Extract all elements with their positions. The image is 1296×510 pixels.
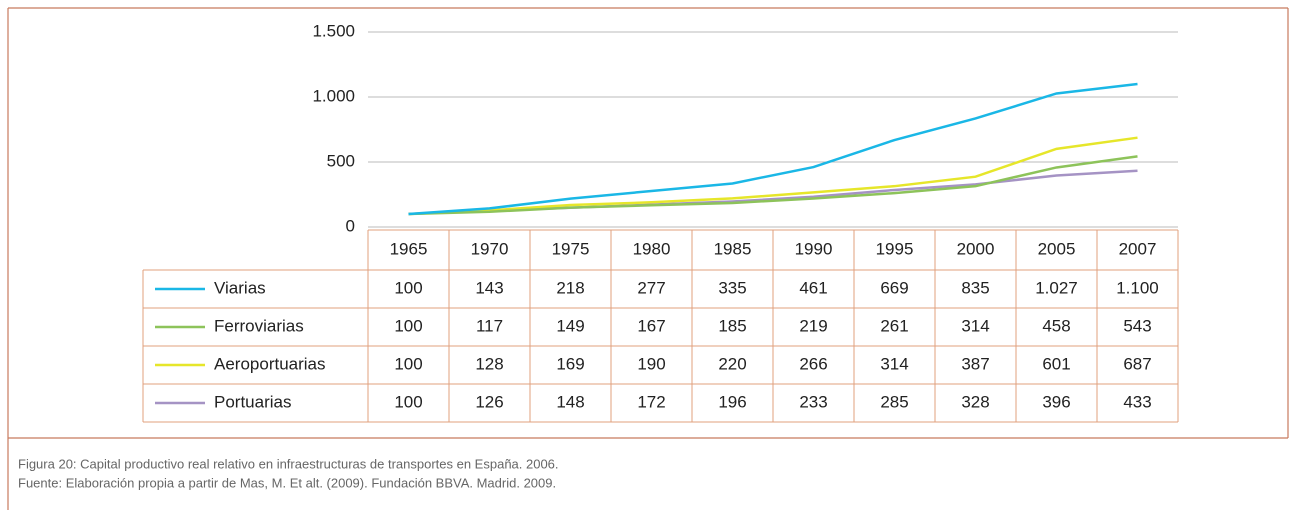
x-tick-label: 1980 xyxy=(633,239,671,258)
y-tick-label: 0 xyxy=(346,216,355,235)
table-value: 220 xyxy=(718,354,746,373)
table-value: 167 xyxy=(637,316,665,335)
table-value: 169 xyxy=(556,354,584,373)
x-tick-label: 1975 xyxy=(552,239,590,258)
table-value: 601 xyxy=(1042,354,1070,373)
table-value: 277 xyxy=(637,278,665,297)
table-value: 100 xyxy=(394,316,422,335)
caption: Figura 20: Capital productivo real relat… xyxy=(18,456,559,471)
x-tick-label: 2000 xyxy=(957,239,995,258)
table-value: 687 xyxy=(1123,354,1151,373)
table-value: 172 xyxy=(637,392,665,411)
legend-label: Portuarias xyxy=(214,392,291,411)
series-line xyxy=(408,82,1138,216)
y-tick-label: 1.500 xyxy=(312,21,355,40)
x-tick-label: 2005 xyxy=(1038,239,1076,258)
table-value: 328 xyxy=(961,392,989,411)
table-value: 261 xyxy=(880,316,908,335)
table-value: 219 xyxy=(799,316,827,335)
x-tick-label: 2007 xyxy=(1119,239,1157,258)
series-line xyxy=(408,136,1138,216)
table-value: 143 xyxy=(475,278,503,297)
table-value: 835 xyxy=(961,278,989,297)
table-value: 1.027 xyxy=(1035,278,1078,297)
x-tick-label: 1965 xyxy=(390,239,428,258)
table-value: 190 xyxy=(637,354,665,373)
table-value: 314 xyxy=(961,316,989,335)
table-value: 387 xyxy=(961,354,989,373)
table-value: 461 xyxy=(799,278,827,297)
legend-label: Viarias xyxy=(214,278,266,297)
table-value: 218 xyxy=(556,278,584,297)
table-value: 458 xyxy=(1042,316,1070,335)
series-line xyxy=(408,155,1138,216)
table-value: 233 xyxy=(799,392,827,411)
table-value: 266 xyxy=(799,354,827,373)
table-value: 185 xyxy=(718,316,746,335)
x-tick-label: 1995 xyxy=(876,239,914,258)
y-tick-label: 1.000 xyxy=(312,86,355,105)
table-value: 196 xyxy=(718,392,746,411)
table-value: 543 xyxy=(1123,316,1151,335)
table-value: 100 xyxy=(394,354,422,373)
y-tick-label: 500 xyxy=(327,151,355,170)
table-value: 314 xyxy=(880,354,908,373)
frame xyxy=(7,7,1289,510)
table-value: 100 xyxy=(394,278,422,297)
x-tick-label: 1985 xyxy=(714,239,752,258)
table-value: 128 xyxy=(475,354,503,373)
legend-label: Aeroportuarias xyxy=(214,354,326,373)
x-tick-label: 1990 xyxy=(795,239,833,258)
table-value: 100 xyxy=(394,392,422,411)
x-tick-label: 1970 xyxy=(471,239,509,258)
table-value: 126 xyxy=(475,392,503,411)
table-value: 148 xyxy=(556,392,584,411)
table-value: 285 xyxy=(880,392,908,411)
table-value: 335 xyxy=(718,278,746,297)
table-value: 149 xyxy=(556,316,584,335)
source: Fuente: Elaboración propia a partir de M… xyxy=(18,475,556,490)
table-value: 669 xyxy=(880,278,908,297)
table-value: 117 xyxy=(476,316,503,335)
legend-label: Ferroviarias xyxy=(214,316,304,335)
table-value: 433 xyxy=(1123,392,1151,411)
table-value: 1.100 xyxy=(1116,278,1159,297)
table-value: 396 xyxy=(1042,392,1070,411)
